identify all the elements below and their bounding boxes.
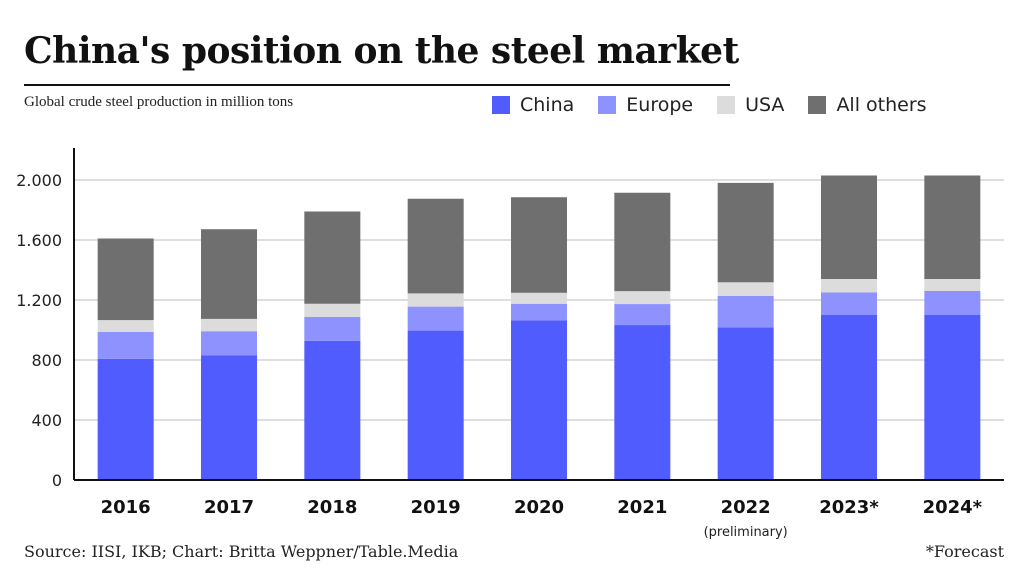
legend-swatch-europe	[598, 96, 617, 114]
bar-segment-all-others	[924, 175, 981, 279]
bar-segment-all-others	[201, 229, 257, 319]
y-tick-label: 1.200	[16, 291, 62, 310]
legend-label-usa: USA	[745, 94, 785, 116]
y-tick-label: 800	[31, 351, 62, 370]
bar-segment-china	[304, 340, 361, 480]
bar-segment-europe	[97, 331, 154, 359]
forecast-footnote: *Forecast	[925, 542, 1004, 561]
bar-segment-all-others	[821, 175, 877, 279]
bar-segment-all-others	[97, 238, 154, 321]
bar-segment-usa	[717, 282, 774, 296]
bar-segment-europe	[304, 316, 361, 341]
bar-segment-usa	[924, 279, 981, 291]
x-tick-label: 2016	[101, 497, 151, 518]
bar-segment-china	[717, 327, 774, 480]
legend-swatch-all-others	[808, 96, 827, 114]
bar-segment-usa	[511, 292, 567, 304]
bar-segment-china	[97, 358, 154, 480]
bar-segment-europe	[614, 304, 671, 326]
bar-segment-china	[201, 355, 257, 480]
bar-segment-europe	[924, 291, 981, 315]
legend: China Europe USA All others	[492, 94, 951, 116]
x-tick-note: (preliminary)	[704, 525, 788, 540]
bar-segment-all-others	[304, 211, 361, 304]
x-tick-label: 2024*	[923, 497, 983, 518]
bar-segment-europe	[407, 306, 464, 331]
bar-segment-china	[511, 320, 567, 480]
bar-segment-all-others	[407, 198, 464, 294]
legend-item-usa: USA	[717, 94, 784, 116]
x-tick-label: 2023*	[819, 497, 879, 518]
x-tick-label: 2020	[514, 497, 564, 518]
legend-label-china: China	[520, 94, 575, 116]
x-tick-label: 2021	[617, 497, 667, 518]
title-underline	[24, 84, 730, 86]
legend-swatch-china	[492, 96, 510, 114]
bar-segment-usa	[407, 293, 464, 307]
chart-title: China's position on the steel market	[24, 30, 739, 72]
x-tick-label: 2022	[721, 497, 771, 518]
bar-segment-all-others	[614, 192, 671, 292]
x-tick-label: 2018	[307, 497, 357, 518]
bar-segment-china	[821, 315, 877, 480]
legend-item-all-others: All others	[808, 94, 927, 116]
chart-subtitle: Global crude steel production in million…	[24, 94, 294, 110]
y-tick-label: 2.000	[16, 171, 62, 190]
bar-segment-all-others	[511, 197, 567, 293]
bar-segment-china	[407, 330, 464, 480]
bar-segment-all-others	[717, 182, 774, 283]
legend-label-europe: Europe	[626, 94, 694, 116]
x-tick-label: 2019	[411, 497, 461, 518]
legend-swatch-usa	[717, 96, 736, 114]
y-tick-label: 400	[31, 411, 62, 430]
y-tick-label: 0	[52, 471, 62, 490]
bar-segment-china	[614, 325, 671, 480]
legend-item-europe: Europe	[598, 94, 693, 116]
bar-segment-europe	[821, 292, 877, 315]
bar-segment-usa	[97, 320, 154, 332]
bar-segment-europe	[511, 303, 567, 321]
bar-segment-usa	[201, 318, 257, 332]
legend-label-all-others: All others	[836, 94, 927, 116]
y-tick-label: 1.600	[16, 231, 62, 250]
bar-segment-europe	[201, 331, 257, 356]
bar-segment-usa	[614, 291, 671, 305]
bar-segment-usa	[304, 303, 361, 317]
bar-segment-europe	[717, 295, 774, 328]
legend-item-china: China	[492, 94, 574, 116]
x-tick-label: 2017	[204, 497, 254, 518]
bar-segment-usa	[821, 279, 877, 293]
bar-segment-china	[924, 315, 981, 480]
source-note: Source: IISI, IKB; Chart: Britta Weppner…	[24, 542, 459, 561]
